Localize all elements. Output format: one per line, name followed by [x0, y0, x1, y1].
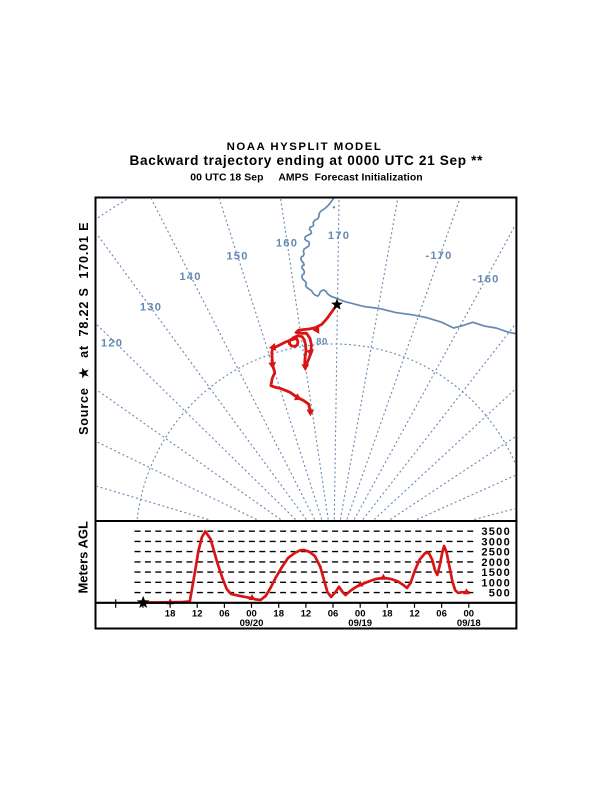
svg-text:3000: 3000 — [481, 536, 511, 548]
svg-text:00: 00 — [246, 608, 257, 619]
svg-text:-160: -160 — [472, 274, 499, 286]
svg-text:06: 06 — [219, 608, 230, 619]
svg-text:3500: 3500 — [481, 526, 511, 538]
svg-text:NOAA HYSPLIT MODEL: NOAA HYSPLIT MODEL — [227, 141, 383, 153]
svg-text:09/18: 09/18 — [457, 618, 481, 629]
svg-text:Meters AGL: Meters AGL — [76, 521, 91, 594]
svg-text:500: 500 — [489, 588, 511, 600]
svg-text:06: 06 — [328, 608, 339, 619]
svg-text:12: 12 — [409, 608, 420, 619]
svg-text:1500: 1500 — [481, 567, 511, 579]
svg-text:2000: 2000 — [481, 557, 511, 569]
svg-text:12: 12 — [301, 608, 312, 619]
svg-text:18: 18 — [165, 608, 176, 619]
svg-text:Source ★ at 78.22 S 170.01: Source ★ at 78.22 S 170.01 E — [77, 222, 91, 435]
svg-text:09/20: 09/20 — [240, 618, 264, 629]
svg-text:-170: -170 — [425, 250, 452, 262]
svg-text:170: 170 — [328, 230, 350, 242]
svg-text:160: 160 — [276, 238, 298, 250]
svg-text:12: 12 — [192, 608, 203, 619]
svg-text:18: 18 — [382, 608, 393, 619]
svg-text:Backward trajectory ending at: Backward trajectory ending at 0000 UTC 2… — [130, 153, 484, 168]
svg-text:1000: 1000 — [481, 577, 511, 589]
svg-text:140: 140 — [179, 271, 201, 283]
svg-text:09/19: 09/19 — [348, 618, 372, 629]
svg-text:80: 80 — [316, 337, 328, 348]
svg-text:00: 00 — [464, 608, 475, 619]
svg-text:06: 06 — [436, 608, 447, 619]
svg-text:18: 18 — [273, 608, 284, 619]
svg-text:120: 120 — [101, 338, 123, 350]
svg-text:150: 150 — [226, 251, 248, 263]
svg-text:00: 00 — [355, 608, 366, 619]
svg-text:00 UTC 18 Sep AMPS Foreca: 00 UTC 18 Sep AMPS Forecast Initializati… — [190, 173, 422, 184]
svg-text:130: 130 — [140, 302, 162, 314]
svg-text:2500: 2500 — [481, 547, 511, 559]
